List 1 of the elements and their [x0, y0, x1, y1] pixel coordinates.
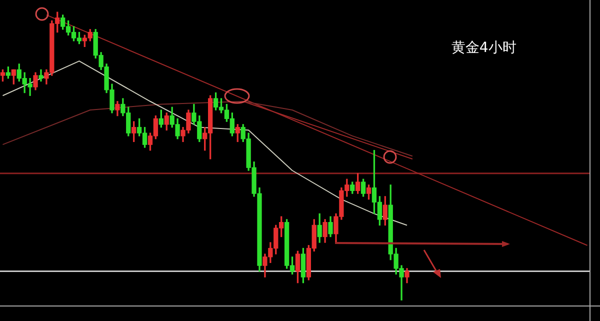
annotation: 黄金4小时	[451, 40, 516, 56]
